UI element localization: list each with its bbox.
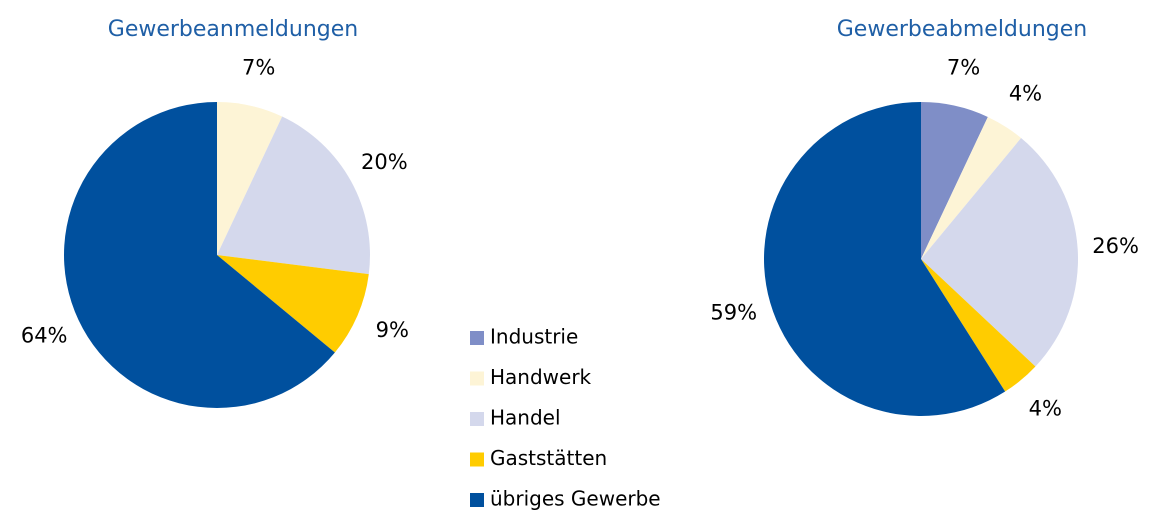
- legend-swatch: [470, 412, 484, 426]
- data-label: 4%: [1009, 81, 1042, 105]
- data-label: 20%: [361, 150, 408, 174]
- legend-label: übriges Gewerbe: [490, 487, 661, 511]
- legend-swatch: [470, 493, 484, 507]
- legend-label: Gaststätten: [490, 446, 607, 470]
- pie-slice: [63, 102, 335, 409]
- data-label: 59%: [710, 300, 757, 324]
- pie-slice: [921, 259, 1036, 392]
- data-label: 9%: [376, 318, 409, 342]
- legend-swatch: [470, 371, 484, 386]
- pie-slice: [921, 116, 1022, 259]
- pie-slice: [217, 102, 283, 255]
- data-label: 7%: [242, 56, 275, 80]
- legend-swatch: [470, 331, 484, 345]
- chart-title: Gewerbeabmeldungen: [837, 17, 1087, 42]
- pie-slice: [217, 116, 370, 275]
- legend-label: Handwerk: [490, 365, 592, 389]
- pie-slice: [217, 255, 369, 353]
- data-label: 4%: [1029, 396, 1062, 420]
- legend-label: Industrie: [490, 325, 578, 349]
- pie-slice: [921, 102, 988, 259]
- legend-label: Handel: [490, 406, 561, 430]
- pie-slice: [921, 138, 1078, 367]
- chart-title: Gewerbeanmeldungen: [108, 17, 358, 42]
- legend-swatch: [470, 452, 484, 467]
- data-label: 64%: [21, 323, 68, 347]
- data-label: 26%: [1092, 234, 1139, 258]
- pie-slice: [764, 102, 1006, 416]
- data-label: 7%: [947, 56, 980, 80]
